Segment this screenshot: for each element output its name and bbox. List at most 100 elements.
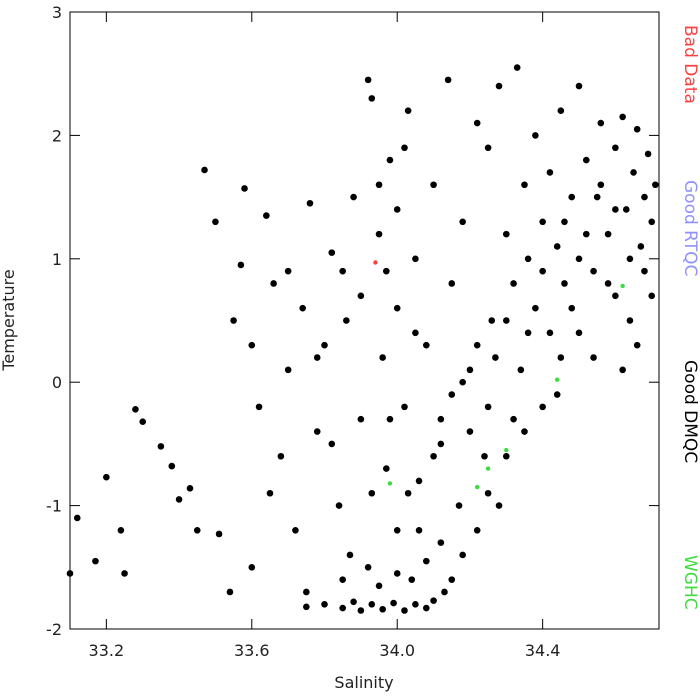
point <box>441 588 448 596</box>
point <box>299 304 306 312</box>
point <box>473 341 481 349</box>
point <box>321 341 328 349</box>
point <box>121 570 128 577</box>
point <box>393 526 401 534</box>
legend-label: Bad Data <box>680 25 700 104</box>
point <box>554 377 560 382</box>
point <box>448 576 456 583</box>
point <box>212 218 219 226</box>
point <box>408 576 416 583</box>
point <box>357 415 365 423</box>
point <box>393 304 401 312</box>
point <box>641 267 648 275</box>
point <box>612 144 619 152</box>
point <box>284 267 292 275</box>
point <box>561 218 568 226</box>
point <box>604 230 612 238</box>
point <box>328 249 336 256</box>
point <box>284 366 292 374</box>
point <box>492 354 499 361</box>
point <box>521 428 528 435</box>
point <box>597 181 605 189</box>
point <box>393 206 401 213</box>
point <box>230 317 237 324</box>
point <box>652 181 659 189</box>
point <box>590 267 597 275</box>
point <box>270 280 277 287</box>
point <box>575 329 583 337</box>
point <box>553 243 561 250</box>
point <box>237 261 245 269</box>
point <box>532 304 539 312</box>
point <box>430 597 437 604</box>
point <box>513 64 521 71</box>
y-tick-label: 3 <box>52 3 62 22</box>
point <box>532 132 539 139</box>
point <box>335 502 343 509</box>
point <box>484 489 492 497</box>
point <box>368 95 376 102</box>
point <box>488 317 496 324</box>
point <box>557 107 565 115</box>
point <box>357 607 365 614</box>
point <box>510 280 517 287</box>
point <box>582 156 590 164</box>
point <box>303 603 310 611</box>
point <box>328 440 336 448</box>
point <box>619 113 626 121</box>
point <box>339 604 346 612</box>
point <box>485 466 491 471</box>
point <box>193 526 201 534</box>
point <box>404 107 412 115</box>
point <box>517 366 525 374</box>
point <box>215 530 223 538</box>
point <box>521 181 528 189</box>
plot-frame <box>69 11 660 630</box>
point <box>597 119 605 127</box>
point <box>368 489 376 497</box>
point <box>553 391 561 398</box>
point <box>350 193 357 201</box>
point <box>139 418 147 425</box>
point <box>473 526 481 534</box>
point <box>277 452 285 460</box>
point <box>619 366 626 374</box>
point <box>404 489 412 497</box>
point <box>412 601 419 608</box>
point <box>604 280 612 287</box>
point <box>582 230 590 238</box>
point <box>648 292 656 300</box>
point <box>157 443 165 450</box>
point <box>495 502 503 509</box>
point <box>241 185 248 192</box>
point <box>292 526 299 534</box>
point <box>339 576 346 583</box>
point <box>437 539 445 546</box>
legend-label: Good DMQC <box>680 360 700 463</box>
point <box>386 156 394 164</box>
point <box>641 193 648 201</box>
point <box>568 304 576 312</box>
point <box>313 354 321 361</box>
point <box>612 206 619 213</box>
point <box>502 230 510 238</box>
point <box>633 341 641 349</box>
point <box>373 260 378 265</box>
x-axis-label: Salinity <box>334 673 393 692</box>
point <box>379 605 386 613</box>
point <box>321 601 328 608</box>
x-tick-label: 33.2 <box>89 641 125 660</box>
point <box>412 255 419 263</box>
point <box>466 366 474 374</box>
point <box>448 280 456 287</box>
point <box>390 599 397 607</box>
x-tick-label: 34.0 <box>379 641 415 660</box>
point <box>648 218 656 226</box>
point <box>423 341 430 349</box>
point <box>481 452 488 460</box>
point <box>539 267 546 275</box>
point <box>375 582 383 590</box>
legend-label: Good RTQC <box>680 180 700 276</box>
point <box>368 601 376 608</box>
